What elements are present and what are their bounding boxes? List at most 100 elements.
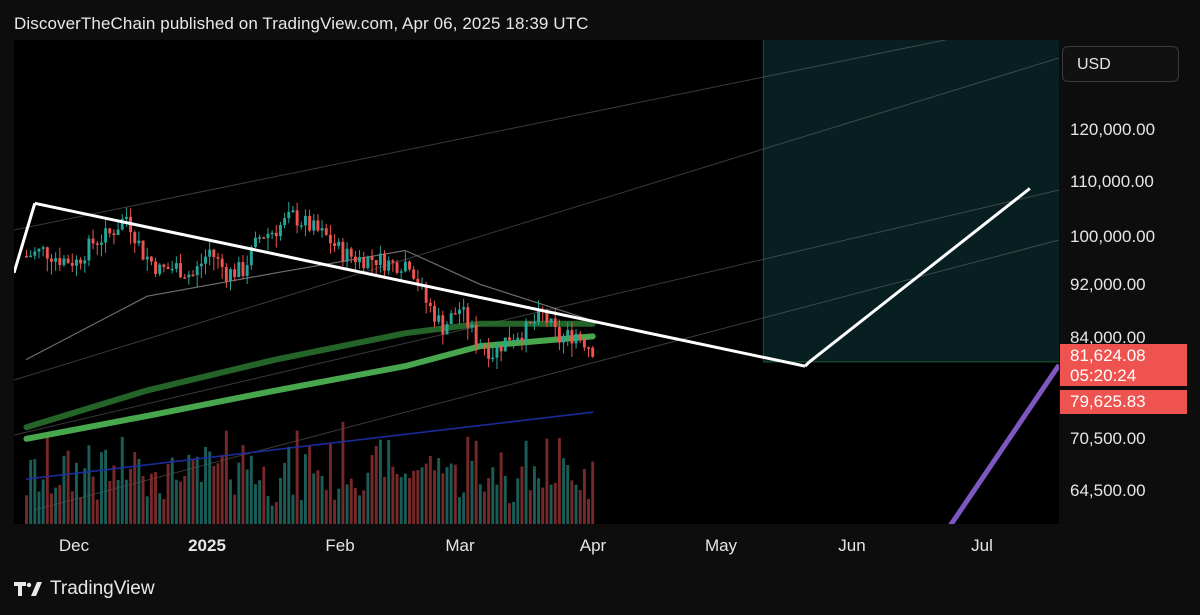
- candle-body: [362, 257, 366, 269]
- candle-body: [41, 247, 45, 249]
- volume-bar: [453, 464, 457, 524]
- volume-bar: [478, 484, 482, 524]
- volume-bar: [353, 487, 357, 524]
- volume-bar: [512, 501, 516, 524]
- moving-average-line: [25, 411, 594, 480]
- candle-body: [158, 264, 162, 274]
- price-axis[interactable]: USD 120,000.00 110,000.00 100,000.00 92,…: [1060, 40, 1200, 524]
- trendline-base: [803, 360, 811, 368]
- volume-bar: [295, 430, 299, 524]
- volume-bar: [403, 473, 407, 524]
- volume-bar: [437, 458, 441, 524]
- candle-body: [383, 253, 386, 271]
- candle-body: [116, 229, 120, 236]
- volume-bar: [62, 455, 66, 524]
- candle-body: [120, 218, 124, 230]
- volume-bar: [208, 451, 212, 524]
- candle-body: [395, 262, 399, 273]
- candle-body: [512, 339, 516, 342]
- candle-body: [537, 309, 541, 323]
- volume-bar: [141, 476, 145, 524]
- volume-bar: [224, 430, 228, 524]
- projection-zone: [763, 40, 1059, 362]
- volume-bar: [570, 480, 574, 524]
- price-tick: 100,000.00: [1070, 227, 1156, 246]
- currency-button[interactable]: USD: [1062, 46, 1179, 82]
- candle-body: [441, 315, 445, 335]
- volume-bar: [54, 487, 58, 524]
- candle-body: [266, 233, 270, 239]
- price-tick: 120,000.00: [1070, 120, 1156, 139]
- volume-bar: [95, 499, 99, 524]
- volume-bar: [507, 503, 511, 524]
- volume-bar: [303, 454, 307, 524]
- candle-body: [416, 278, 420, 285]
- candle-body: [83, 260, 87, 264]
- candle-body: [104, 228, 108, 243]
- volume-bar: [462, 492, 466, 524]
- candle-body: [412, 269, 416, 279]
- candle-body: [95, 243, 99, 245]
- candle-body: [229, 269, 232, 282]
- candle-body: [62, 258, 66, 265]
- volume-bar: [79, 497, 83, 524]
- candle-body: [557, 327, 561, 343]
- volume-bar: [428, 455, 432, 524]
- volume-bar: [166, 463, 170, 524]
- candle-body: [237, 262, 241, 278]
- volume-bar: [245, 469, 249, 524]
- candle-body: [549, 318, 553, 323]
- volume-bar: [345, 484, 349, 524]
- candle-body: [137, 240, 141, 244]
- candle-body: [91, 238, 95, 244]
- candle-body: [258, 237, 262, 239]
- volume-bar: [45, 436, 49, 524]
- candle-body: [374, 259, 378, 266]
- candle-body: [291, 210, 295, 212]
- volume-bar: [416, 470, 420, 524]
- candle-body: [262, 237, 266, 239]
- candle-body: [54, 258, 58, 262]
- candle-body: [474, 324, 478, 346]
- lead-in-line: [14, 202, 37, 274]
- volume-bar: [324, 489, 328, 524]
- last-price-label: 81,624.08 05:20:24: [1060, 344, 1187, 386]
- candle-body: [316, 220, 320, 231]
- volume-bar: [179, 481, 182, 524]
- volume-bar: [441, 473, 445, 524]
- volume-bar: [83, 468, 87, 524]
- candle-body: [149, 256, 153, 262]
- candle-body: [133, 232, 137, 244]
- candle-body: [507, 337, 511, 341]
- candle-body: [428, 302, 432, 307]
- candle-body: [320, 228, 324, 231]
- volume-bar: [170, 457, 174, 524]
- price-tick: 84,000.00: [1070, 328, 1146, 347]
- volume-bar: [387, 439, 391, 524]
- trend-lines: [14, 187, 1059, 524]
- volume-bar: [287, 446, 291, 524]
- volume-bar: [278, 477, 282, 524]
- price-chart[interactable]: [14, 40, 1059, 524]
- candle-body: [108, 228, 112, 234]
- time-tick-mar: Mar: [445, 536, 475, 555]
- volume-bar: [520, 466, 524, 524]
- candle-body: [220, 258, 224, 268]
- candle-body: [99, 242, 103, 245]
- candle-body: [124, 216, 128, 219]
- volume-bar: [70, 491, 74, 524]
- candle-body: [370, 256, 374, 260]
- candle-body: [154, 261, 158, 274]
- background-layer: [762, 40, 1059, 363]
- volume-bar: [362, 490, 366, 524]
- candle-body: [478, 345, 482, 348]
- time-tick-apr: Apr: [579, 536, 607, 555]
- volume-bar: [483, 491, 486, 524]
- candle-body: [29, 255, 33, 258]
- chart-panel[interactable]: [14, 40, 1059, 524]
- candle-body: [112, 233, 116, 236]
- candle-body: [458, 309, 461, 314]
- candle-body: [174, 263, 178, 269]
- candle-body: [170, 268, 174, 271]
- candle-body: [58, 258, 62, 265]
